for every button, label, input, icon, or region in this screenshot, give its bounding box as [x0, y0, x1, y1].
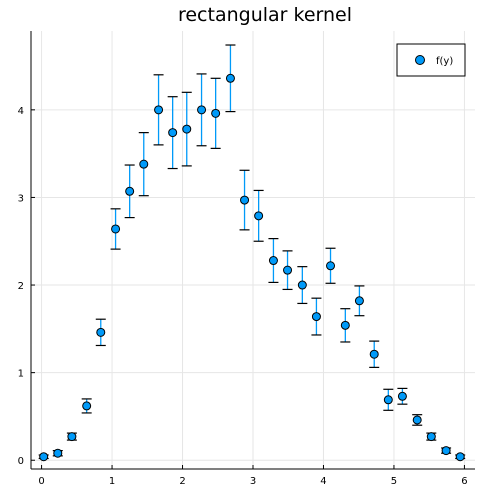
x-tick-label: 3 — [250, 476, 256, 487]
data-point — [182, 124, 192, 134]
data-point — [168, 128, 178, 138]
data-point — [111, 224, 121, 234]
x-tick-label: 5 — [391, 476, 397, 487]
x-tick-label: 4 — [320, 476, 326, 487]
y-tick-label: 1 — [18, 369, 24, 380]
y-tick-label: 4 — [18, 106, 24, 117]
data-point — [67, 432, 77, 442]
data-point — [82, 401, 92, 411]
x-tick-label: 1 — [109, 476, 115, 487]
data-point — [211, 108, 221, 118]
y-tick-label: 2 — [18, 281, 24, 292]
legend-box — [396, 43, 466, 77]
data-point — [125, 186, 135, 196]
y-tick-label: 3 — [18, 193, 24, 204]
data-point — [96, 327, 106, 337]
data-point — [354, 296, 364, 306]
data-point — [154, 105, 164, 115]
axes: 0 1 2 3 4 5 6 0 1 2 3 4 — [18, 31, 475, 487]
y-tick-label: 0 — [18, 456, 24, 467]
legend-marker — [415, 55, 425, 65]
data-point — [326, 261, 336, 271]
grid — [31, 31, 475, 469]
legend-label: f(y) — [436, 56, 453, 67]
data-point — [455, 452, 465, 462]
data-point — [441, 446, 451, 456]
data-point — [397, 391, 407, 401]
data-point — [254, 211, 264, 221]
data-point — [53, 448, 63, 458]
data-point — [383, 395, 393, 405]
data-point — [340, 320, 350, 330]
x-tick-label: 6 — [461, 476, 467, 487]
x-tick-label: 0 — [38, 476, 44, 487]
data-point — [240, 195, 250, 205]
legend: f(y) — [396, 43, 466, 77]
data-points — [39, 73, 465, 462]
data-point — [225, 73, 235, 83]
x-tick-label: 2 — [179, 476, 185, 487]
data-point — [426, 432, 436, 442]
data-point — [311, 312, 321, 322]
data-point — [139, 159, 149, 169]
data-point — [297, 280, 307, 290]
data-point — [412, 415, 422, 425]
data-point — [197, 105, 207, 115]
data-point — [39, 452, 49, 462]
data-point — [369, 349, 379, 359]
data-point — [283, 265, 293, 275]
data-point — [268, 256, 278, 266]
chart-title: rectangular kernel — [178, 4, 352, 26]
